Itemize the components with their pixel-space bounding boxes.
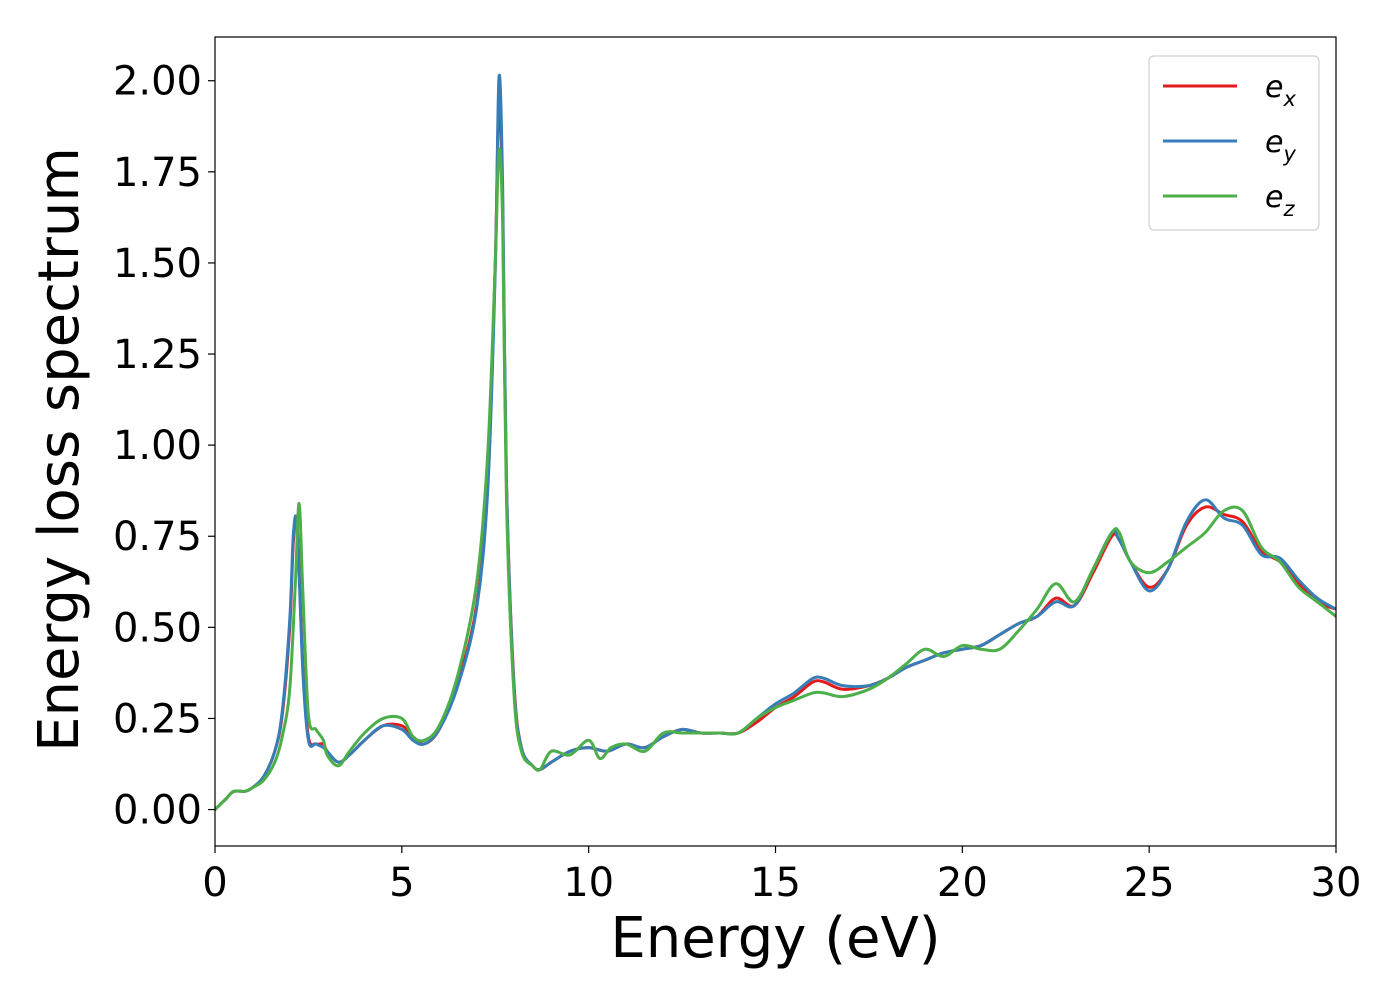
x-tick-label: 10 (563, 860, 614, 906)
y-tick-label: 0.25 (113, 696, 202, 742)
series-line-z (215, 147, 1336, 812)
y-axis-label: Energy loss spectrum (27, 147, 92, 752)
y-tick-label: 1.50 (113, 241, 202, 287)
y-tick-label: 0.00 (113, 788, 202, 834)
series-layer (215, 73, 1336, 812)
x-tick-label: 5 (389, 860, 414, 906)
y-tick-label: 1.25 (113, 332, 202, 378)
x-axis-label: Energy (eV) (610, 906, 940, 971)
legend-item-x: ex (1163, 70, 1296, 111)
x-tick-label: 30 (1311, 860, 1362, 906)
legend-label: ey (1265, 125, 1296, 166)
y-tick-label: 1.75 (113, 150, 202, 196)
legend-label: ex (1265, 70, 1296, 111)
legend: ex ey ez (1148, 55, 1320, 231)
legend-item-y: ey (1163, 125, 1296, 166)
legend-box (1148, 55, 1320, 231)
y-tick-label: 2.00 (113, 59, 202, 105)
y-tick-label: 1.00 (113, 423, 202, 469)
x-axis: 0 5 10 15 20 25 30 (202, 846, 1361, 906)
x-tick-label: 25 (1124, 860, 1175, 906)
x-tick-label: 20 (937, 860, 988, 906)
y-tick-label: 0.75 (113, 514, 202, 560)
x-tick-label: 0 (202, 860, 227, 906)
y-tick-label: 0.50 (113, 605, 202, 651)
y-axis: 0.00 0.25 0.50 0.75 1.00 1.25 1.50 1.75 2.00 (113, 59, 215, 834)
legend-label: ez (1265, 180, 1295, 221)
x-tick-label: 15 (750, 860, 801, 906)
legend-item-z: ez (1163, 180, 1295, 221)
